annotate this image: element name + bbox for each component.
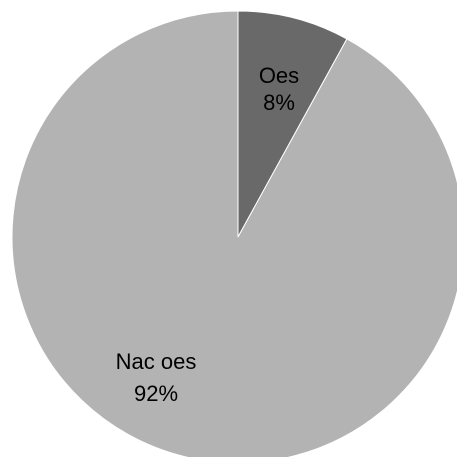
slice-label-nac-oes-pct: 92%: [134, 381, 178, 406]
pie-slice-oes: [237, 10, 348, 238]
slice-label-oes-pct: 8%: [263, 90, 295, 115]
pie-slices: [11, 10, 457, 457]
pie-labels: Oes 8% Nac oes 92%: [116, 63, 300, 406]
slice-label-oes-name: Oes: [259, 63, 299, 88]
pie-slice-nac-oes: [11, 10, 457, 457]
slice-label-nac-oes-name: Nac oes: [116, 349, 197, 374]
